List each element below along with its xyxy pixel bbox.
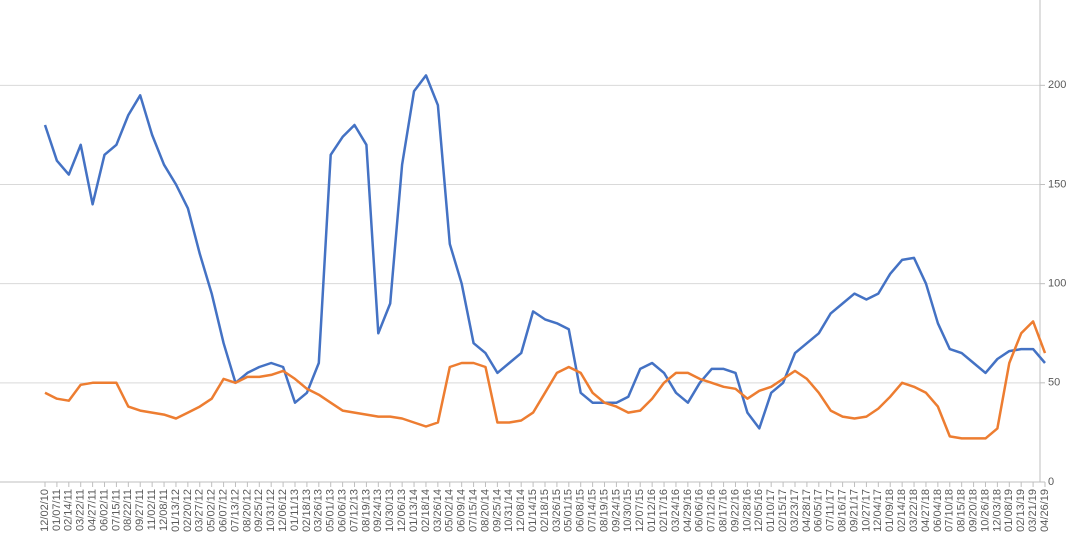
x-tick-label: 01/13/14 [408,489,420,532]
x-tick-label: 05/02/12 [206,489,218,532]
x-tick-label: 12/08/11 [158,489,170,531]
x-tick-label: 03/23/17 [789,489,801,532]
x-tick-label: 10/31/14 [503,489,515,532]
x-tick-label: 02/13/19 [1015,489,1027,532]
x-tick-label: 12/06/13 [396,489,408,532]
x-tick-label: 02/18/15 [539,489,551,532]
x-tick-label: 12/03/18 [991,489,1003,532]
x-tick-label: 06/09/14 [456,489,468,532]
x-tick-label: 02/18/14 [420,489,432,532]
x-tick-label: 01/07/11 [51,489,63,531]
x-tick-label: 01/09/18 [884,489,896,532]
x-tick-label: 12/04/17 [872,489,884,532]
x-tick-label: 05/02/14 [444,489,456,532]
x-tick-label: 07/15/11 [110,489,122,531]
x-tick-label: 06/06/13 [337,489,349,532]
x-tick-label: 06/08/15 [575,489,587,532]
x-tick-label: 10/30/13 [384,489,396,532]
x-tick-label: 11/02/11 [146,489,158,530]
x-tick-label: 03/27/12 [194,489,206,532]
x-tick-label: 09/25/12 [253,489,265,532]
series-line [43,74,1046,430]
x-tick-label: 09/24/15 [610,489,622,532]
x-tick-label: 07/15/14 [467,489,479,532]
x-tick-label: 08/20/14 [479,489,491,532]
x-tick-label: 02/15/17 [777,489,789,532]
x-tick-label: 01/12/16 [646,489,658,532]
x-tick-label: 12/02/10 [39,489,51,532]
x-tick-label: 05/01/13 [325,489,337,532]
x-tick-label: 06/02/11 [98,489,110,531]
x-tick-label: 01/14/15 [527,489,539,532]
x-tick-label: 08/20/12 [241,489,253,532]
x-tick-label: 12/08/14 [515,489,527,532]
x-tick-label: 01/13/12 [170,489,182,532]
x-tick-label: 10/28/16 [741,489,753,532]
x-tick-label: 08/16/17 [837,489,849,532]
x-tick-label: 07/11/17 [825,489,837,531]
series-line [44,320,1047,440]
x-tick-label: 02/17/16 [658,489,670,532]
y-tick-label: 50 [1048,377,1060,389]
x-tick-label: 02/18/13 [301,489,313,532]
y-tick-label: 150 [1048,178,1066,190]
x-tick-label: 02/20/12 [182,489,194,532]
x-tick-label: 09/24/13 [372,489,384,532]
x-tick-label: 07/12/13 [348,489,360,532]
x-tick-label: 06/04/18 [932,489,944,532]
x-tick-label: 09/25/14 [491,489,503,532]
x-tick-label: 08/19/13 [360,489,372,532]
x-tick-label: 04/27/18 [920,489,932,532]
x-tick-label: 12/05/16 [753,489,765,532]
x-tick-label: 04/29/16 [682,489,694,532]
x-tick-label: 03/26/15 [551,489,563,532]
x-tick-label: 07/13/12 [229,489,241,532]
x-tick-label: 03/22/18 [908,489,920,532]
x-tick-label: 12/06/12 [277,489,289,532]
x-tick-label: 08/19/15 [598,489,610,532]
x-tick-label: 06/05/17 [813,489,825,532]
x-tick-label: 12/07/15 [634,489,646,532]
x-tick-label: 06/06/16 [694,489,706,532]
x-tick-label: 05/01/15 [563,489,575,532]
y-tick-label: 200 [1048,79,1066,91]
y-tick-label: 100 [1048,278,1066,290]
x-tick-label: 06/07/12 [217,489,229,532]
x-tick-label: 02/14/18 [896,489,908,532]
x-tick-label: 08/15/18 [956,489,968,532]
x-tick-label: 04/28/17 [801,489,813,532]
x-tick-label: 04/27/11 [87,489,99,531]
x-tick-label: 10/27/17 [860,489,872,532]
x-tick-label: 10/26/18 [979,489,991,532]
x-tick-label: 08/17/16 [717,489,729,532]
x-tick-label: 09/21/17 [848,489,860,532]
x-tick-label: 04/26/19 [1039,489,1051,532]
x-tick-label: 01/08/19 [1003,489,1015,532]
x-tick-label: 09/20/18 [967,489,979,532]
x-tick-label: 10/31/12 [265,489,277,532]
x-tick-label: 01/10/17 [765,489,777,532]
x-tick-label: 07/14/15 [587,489,599,532]
x-tick-label: 10/30/15 [622,489,634,532]
x-tick-label: 09/22/16 [729,489,741,532]
x-tick-label: 07/10/18 [944,489,956,532]
x-tick-label: 03/26/14 [432,489,444,532]
x-tick-label: 03/26/13 [313,489,325,532]
x-tick-label: 03/22/11 [75,489,87,531]
x-tick-label: 01/11/13 [289,489,301,531]
y-tick-label: 0 [1048,476,1054,488]
x-tick-label: 07/12/16 [706,489,718,532]
x-tick-label: 03/24/16 [670,489,682,532]
x-tick-label: 03/21/19 [1027,489,1039,532]
x-tick-label: 02/14/11 [63,489,75,531]
x-tick-label: 08/22/11 [122,489,134,531]
x-tick-label: 09/27/11 [134,489,146,531]
